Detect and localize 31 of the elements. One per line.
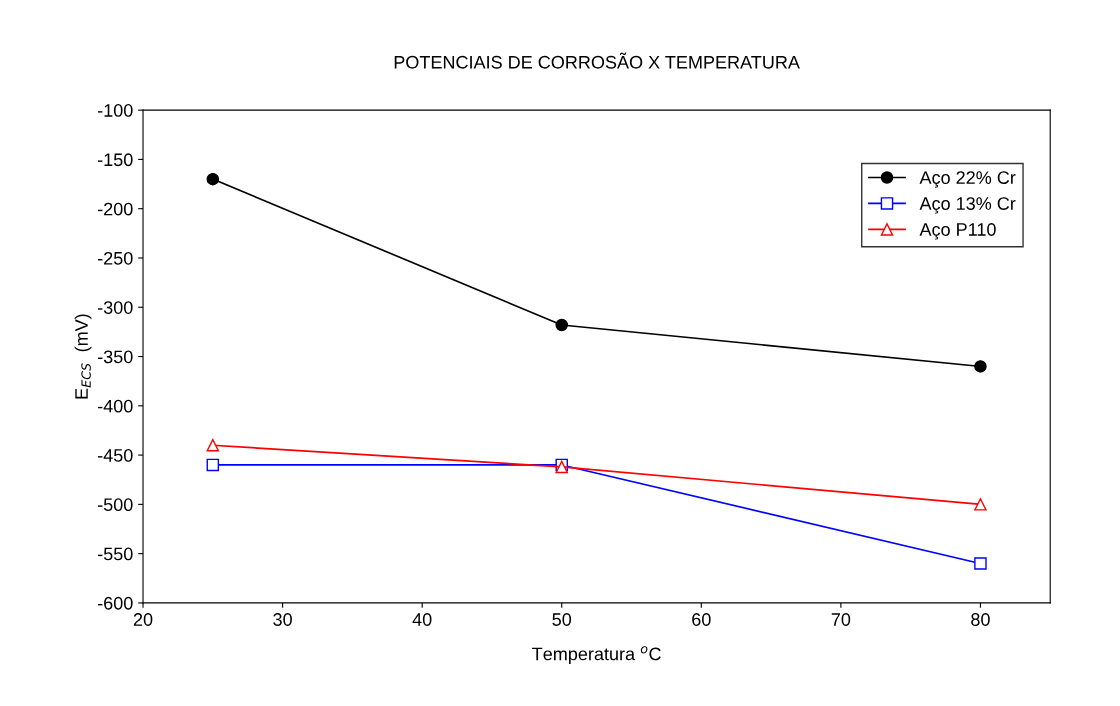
y-tick-label: -400 xyxy=(97,399,133,413)
y-tick-label: -600 xyxy=(97,596,133,610)
x-tick-label: 50 xyxy=(552,613,572,626)
x-tick-label: 40 xyxy=(412,613,432,626)
y-tick-label: -450 xyxy=(97,449,133,462)
x-tick-label: 30 xyxy=(273,613,292,626)
x-tick-label: 20 xyxy=(133,613,153,626)
legend-label: Aço P110 xyxy=(919,223,996,240)
point xyxy=(555,318,568,332)
y-tick-label: -250 xyxy=(97,251,133,265)
point xyxy=(974,557,987,570)
point xyxy=(206,172,220,186)
x-tick-label: 80 xyxy=(971,613,990,626)
legend-label: Aço 13% Cr xyxy=(919,197,1016,214)
y-axis-title: E$_{ECS}$ (mV) xyxy=(74,314,92,399)
point xyxy=(974,360,987,373)
x-tick-label: 60 xyxy=(692,613,711,626)
point xyxy=(206,458,220,472)
y-tick-label: -300 xyxy=(97,301,133,314)
legend-label: Aço 22% Cr xyxy=(919,171,1016,188)
y-tick-label: -150 xyxy=(97,153,133,167)
point xyxy=(974,498,987,511)
x-axis-title: Temperatura $^{o}$C xyxy=(532,646,661,664)
x-tick-label: 70 xyxy=(831,613,851,626)
y-tick-label: -100 xyxy=(97,104,133,117)
point xyxy=(206,438,220,452)
y-tick-label: -500 xyxy=(97,498,133,512)
y-tick-label: -550 xyxy=(97,547,133,561)
y-tick-label: -200 xyxy=(97,202,133,216)
chart-title: POTENCIAIS DE CORROSÃO X TEMPERATURA xyxy=(394,52,800,69)
y-tick-label: -350 xyxy=(97,350,133,364)
